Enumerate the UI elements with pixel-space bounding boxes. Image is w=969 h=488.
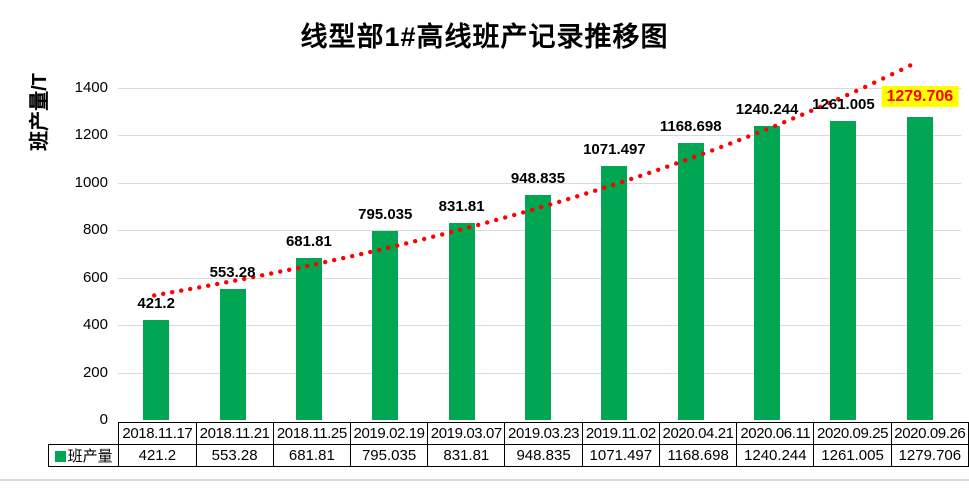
y-tick-label: 600 <box>82 268 108 286</box>
date-cell: 2018.11.21 <box>195 422 274 445</box>
y-axis-title: 班产量/T <box>29 73 51 151</box>
bar <box>754 125 781 420</box>
bar <box>372 231 399 420</box>
value-cell: 421.2 <box>118 444 197 467</box>
bar <box>448 222 475 420</box>
date-cell: 2018.11.25 <box>272 422 351 445</box>
bar-value-label: 1071.497 <box>583 140 646 158</box>
gridline <box>118 135 961 137</box>
date-cell: 2019.03.07 <box>427 422 506 445</box>
bar <box>906 116 933 420</box>
value-cell: 1071.497 <box>581 444 660 467</box>
y-tick-label: 1400 <box>74 79 108 96</box>
bar-value-label: 831.81 <box>438 197 485 215</box>
date-cell: 2019.03.23 <box>504 422 583 445</box>
date-cell: 2018.11.17 <box>118 422 197 445</box>
bar <box>219 288 246 420</box>
date-cell: 2020.04.21 <box>658 422 738 445</box>
bar-value-label: 795.035 <box>358 206 413 224</box>
data-table: 2018.11.17 2018.11.21 2018.11.25 2019.02.19… <box>47 422 969 467</box>
bar-value-label: 948.835 <box>510 169 566 187</box>
legend-label: 班产量 <box>67 448 113 465</box>
bar-value-label: 681.81 <box>285 233 332 251</box>
bar <box>143 320 170 420</box>
value-cell: 553.28 <box>195 444 274 467</box>
bar-value-label: 1168.698 <box>659 117 722 135</box>
gridline <box>118 88 961 89</box>
value-cell: 948.835 <box>504 444 583 467</box>
date-cell: 2020.09.26 <box>890 422 969 445</box>
bar <box>295 258 322 420</box>
y-tick-label: 1200 <box>74 126 108 144</box>
bar <box>677 142 704 420</box>
date-cell: 2020.09.25 <box>813 422 892 445</box>
bar <box>601 165 628 420</box>
value-cell: 1279.706 <box>890 444 969 467</box>
y-tick-label: 200 <box>82 363 108 381</box>
bar-value-label-highlighted: 1279.706 <box>881 85 959 107</box>
bar-value-label: 1240.244 <box>735 100 799 118</box>
bar-value-label: 553.28 <box>209 263 256 281</box>
table-corner-blank <box>49 423 119 445</box>
value-cell: 1240.244 <box>736 444 815 467</box>
value-cell: 681.81 <box>272 444 351 467</box>
legend-cell: 班产量 <box>47 444 120 467</box>
bar-value-label: 1261.005 <box>812 95 875 113</box>
value-cell: 831.81 <box>427 444 506 467</box>
bar <box>830 120 857 420</box>
date-cell: 2019.02.19 <box>349 422 429 445</box>
y-tick-label: 0 <box>99 411 108 428</box>
date-cell: 2020.06.11 <box>736 422 815 445</box>
chart-title: 线型部1#高线班产记录推移图 <box>300 22 669 52</box>
date-cell: 2019.11.02 <box>581 422 660 445</box>
bar <box>525 194 551 420</box>
gridline <box>118 182 961 184</box>
value-cell: 1261.005 <box>813 444 892 467</box>
legend-swatch-icon <box>54 451 66 462</box>
value-cell: 1168.698 <box>658 444 738 467</box>
value-cell: 795.035 <box>349 444 429 467</box>
bottom-divider <box>0 479 969 481</box>
y-tick-label: 800 <box>82 221 108 239</box>
y-tick-label: 400 <box>82 316 108 334</box>
bar-value-label: 421.2 <box>137 295 175 313</box>
y-tick-label: 1000 <box>74 173 108 191</box>
